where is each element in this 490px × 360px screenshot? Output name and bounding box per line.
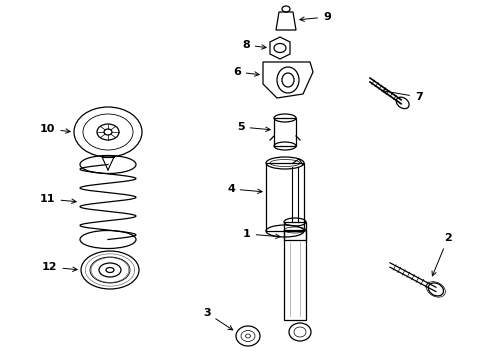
Text: 10: 10 [40,124,70,134]
Text: 7: 7 [382,89,423,102]
Bar [284,222,306,320]
Text: 11: 11 [40,194,76,204]
Text: 4: 4 [227,184,262,194]
Bar [266,163,304,231]
Text: 2: 2 [432,233,452,276]
Text: 12: 12 [42,262,77,272]
Text: 6: 6 [233,67,259,77]
Text: 1: 1 [243,229,280,239]
Bar [284,230,306,240]
Text: 8: 8 [242,40,266,50]
Bar [274,118,296,146]
Text: 5: 5 [237,122,270,132]
Text: 9: 9 [300,12,331,22]
Text: 3: 3 [203,308,233,330]
